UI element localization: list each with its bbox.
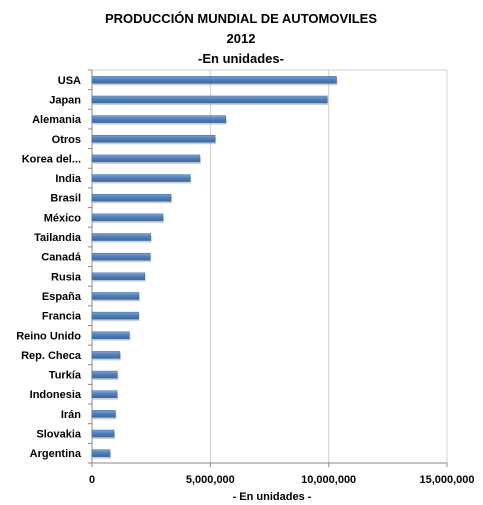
- category-label: Rusia: [51, 271, 82, 283]
- bar: [91, 76, 337, 84]
- bar: [91, 449, 111, 457]
- category-label: México: [44, 212, 82, 224]
- x-tick-label: 5,000,000: [186, 474, 235, 486]
- category-label: Francia: [42, 311, 82, 323]
- category-label: Canadá: [41, 252, 82, 264]
- bar: [91, 95, 328, 104]
- bar: [91, 213, 164, 222]
- category-label: Alemania: [32, 114, 82, 126]
- category-label: España: [42, 291, 82, 303]
- x-tick-label: 15,000,000: [419, 474, 474, 486]
- bar: [91, 292, 140, 300]
- category-label: Japan: [49, 94, 81, 106]
- bar: [91, 351, 121, 359]
- bar: [91, 272, 146, 281]
- category-label: Irán: [61, 409, 81, 421]
- category-label: India: [55, 173, 82, 185]
- bar: [91, 311, 139, 320]
- bar: [91, 331, 130, 340]
- bar: [91, 429, 115, 438]
- bar: [91, 410, 116, 418]
- x-tick-label: 10,000,000: [301, 474, 356, 486]
- bar: [91, 233, 151, 241]
- x-tick-label: 0: [89, 474, 95, 486]
- category-label: Slovakia: [36, 429, 82, 441]
- bar: [91, 174, 191, 182]
- bar: [91, 193, 172, 202]
- bar: [91, 115, 226, 123]
- chart-subtitle-units: -En unidades-: [198, 51, 284, 66]
- bar: [91, 390, 118, 398]
- chart-title: PRODUCCIÓN MUNDIAL DE AUTOMOVILES: [105, 11, 377, 26]
- category-label: Indonesia: [30, 389, 82, 401]
- category-label: Argentina: [30, 448, 82, 460]
- category-label: Brasil: [50, 193, 81, 205]
- bar: [91, 135, 216, 143]
- category-label: Turkía: [49, 370, 82, 382]
- bar: [91, 154, 201, 163]
- bar: [91, 252, 151, 261]
- x-axis-label: - En unidades -: [233, 491, 312, 503]
- bar: [91, 370, 118, 379]
- category-label: USA: [58, 75, 81, 87]
- category-label: Reino Unido: [16, 330, 81, 342]
- category-label: Otros: [52, 134, 81, 146]
- chart-subtitle-year: 2012: [227, 31, 256, 46]
- category-label: Tailandia: [34, 232, 82, 244]
- category-label: Korea del...: [22, 153, 81, 165]
- plot-area: 0 5,000,000 10,000,000 15,000,000 USA Japan Al…: [16, 69, 475, 486]
- category-label: Rep. Checa: [21, 350, 82, 362]
